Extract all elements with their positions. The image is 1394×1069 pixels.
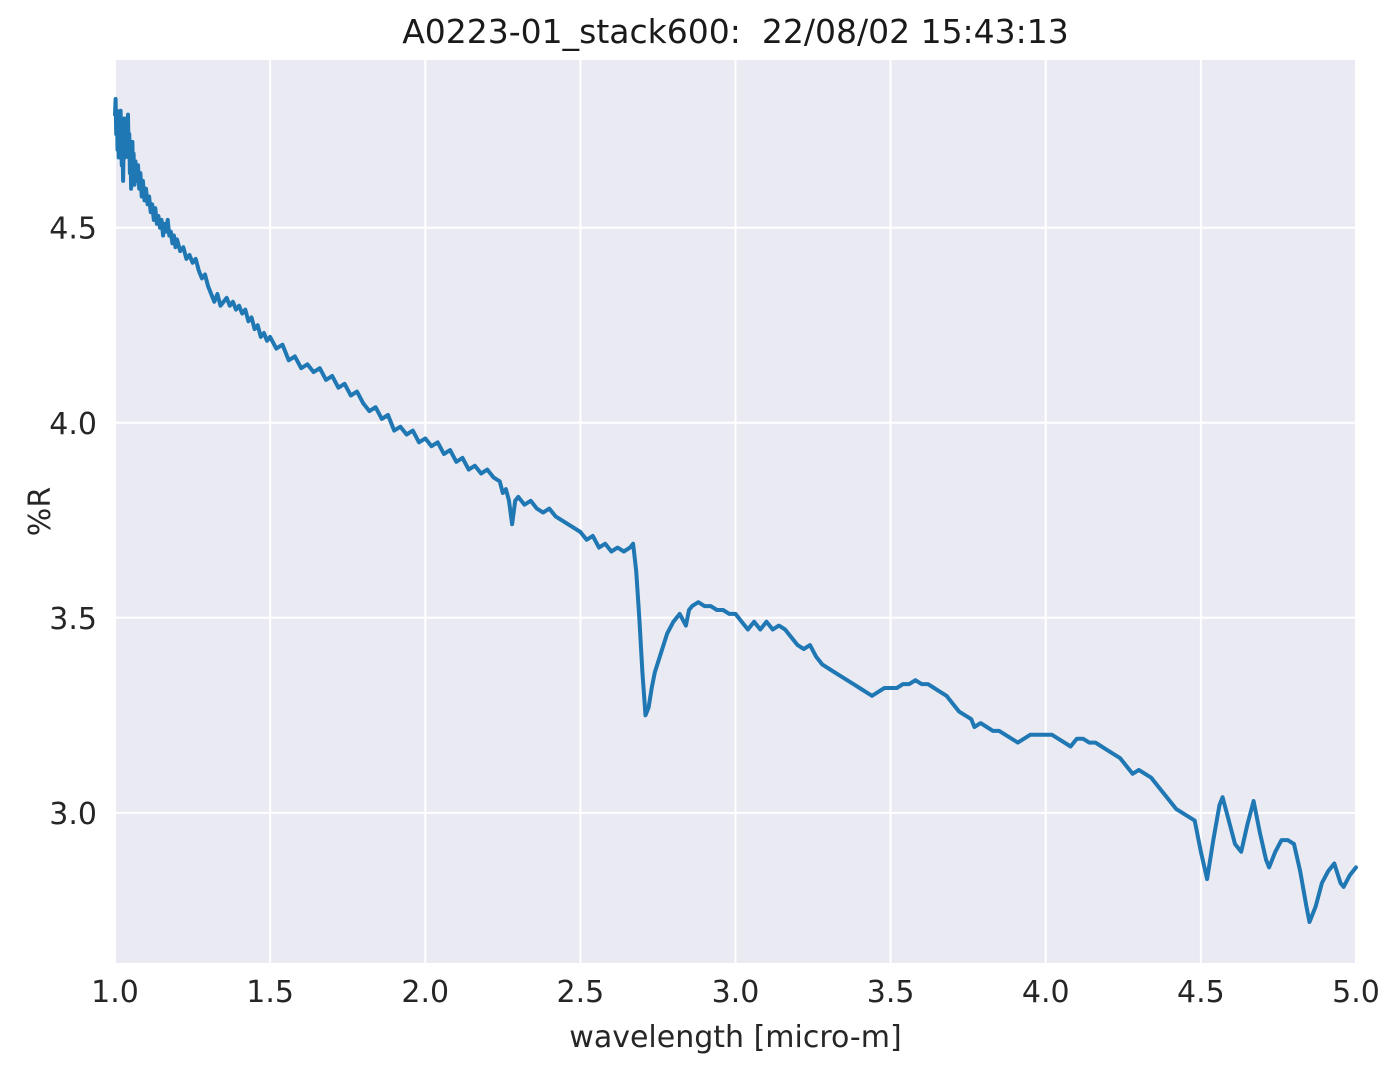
x-tick-label: 3.5 [867,975,915,1010]
x-tick-label: 2.0 [401,975,449,1010]
x-tick-label: 5.0 [1332,975,1380,1010]
x-tick-label: 4.0 [1022,975,1070,1010]
x-tick-label: 1.5 [246,975,294,1010]
spectrum-line [113,97,1358,924]
x-tick-label: 1.0 [91,975,139,1010]
x-tick-label: 3.0 [712,975,760,1010]
x-axis-label: wavelength [micro-m] [569,1020,901,1055]
y-tick-label: 3.0 [49,797,97,832]
chart-title: A0223-01_stack600: 22/08/02 15:43:13 [402,12,1069,51]
y-tick-label: 4.0 [49,407,97,442]
x-tick-label: 4.5 [1177,975,1225,1010]
y-axis-label: %R [23,487,58,536]
y-tick-label: 4.5 [49,212,97,247]
x-tick-label: 2.5 [557,975,605,1010]
y-tick-label: 3.5 [49,602,97,637]
